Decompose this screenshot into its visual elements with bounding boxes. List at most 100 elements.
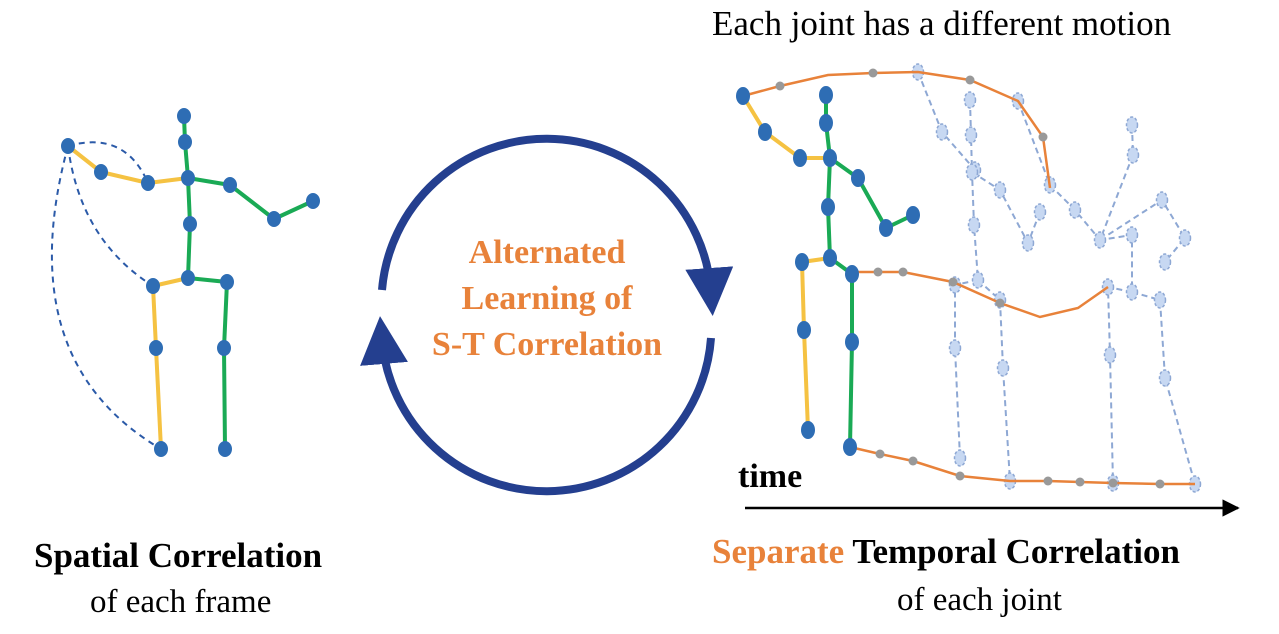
right-arm-bone [187,176,314,221]
ghost-bone [1017,100,1101,241]
temporal-caption-bold: Temporal Correlation [852,532,1180,571]
main-leg-yellow-bone [800,256,831,431]
ghost-joint [1068,201,1082,219]
joint-dot [823,249,837,267]
joint-dot [218,441,232,457]
center-label: Alternated Learning of S-T Correlation [392,230,702,368]
trajectory-point [948,277,958,287]
left-leg-bone [151,276,189,450]
joint-dot [181,170,195,186]
ghost-joint [1125,116,1139,134]
joint-dot [220,274,234,290]
temporal-skeleton [736,86,920,456]
joint-dot [801,421,815,439]
ghost-joint [1103,346,1117,364]
trajectory-point [965,75,975,85]
joint-dot [845,265,859,283]
joint-dot [823,149,837,167]
temporal-joints [736,86,920,456]
ghost-bone [954,279,979,459]
trajectory-point [955,471,965,481]
joint-dot [821,198,835,216]
ghost-joint [1021,234,1035,252]
ghost-joint [993,181,1007,199]
joint-dot [178,134,192,150]
ghost-joint [1033,203,1047,221]
spatial-caption-title: Spatial Correlation [34,536,323,575]
ghost-joint [1125,226,1139,244]
trajectory-point [898,267,908,277]
joint-dot [845,333,859,351]
dashed-link-hand-foot [51,145,162,450]
cycle-arrows [360,134,734,496]
joint-dot [177,108,191,124]
joint-dot [154,441,168,457]
trajectory-hand [742,70,1052,189]
trajectory-foot [849,445,1195,486]
ghost-bone [1099,198,1187,263]
ghost-joint [935,123,949,141]
main-leg-green-bone [828,256,854,448]
joint-dot [793,149,807,167]
joint-dot [141,175,155,191]
trajectory-point [908,456,918,466]
ghost-joint [965,163,979,181]
joint-trajectories [742,68,1195,489]
joint-dot [149,340,163,356]
joint-dot [223,177,237,193]
trajectory-points [775,68,1165,489]
trajectory-point [868,68,878,78]
ghost-joint [967,216,981,234]
ghost-joint [963,91,977,109]
ghost-joint [948,339,962,357]
ghost-joint [1093,231,1107,249]
joint-dot [61,138,75,154]
temporal-caption-title: Separate Temporal Correlation [712,532,1180,572]
trajectory-point [1038,132,1048,142]
ghost-bone [971,171,1041,246]
joint-dot [736,87,750,105]
joint-dot [819,86,833,104]
joint-dot [181,270,195,286]
spatial-joints [61,108,320,457]
cycle-arrow-top [378,134,734,316]
joint-dot [851,169,865,187]
ghost-joint [1178,229,1192,247]
joint-dot [94,164,108,180]
joint-dot [183,216,197,232]
trajectory-point [775,81,785,91]
ghost-joint [964,126,978,144]
time-label: time [738,458,803,495]
joint-dot [797,321,811,339]
ghost-skeleton [1011,92,1202,493]
ghost-bone [1131,291,1196,485]
left-arm-bone [66,144,189,185]
separate-highlight: Separate [712,532,845,571]
temporal-caption-sub: of each joint [897,582,1062,618]
trajectory-point [1155,479,1165,489]
ghost-bone [917,71,977,173]
ghost-joint [1125,283,1139,301]
joint-dot [306,193,320,209]
trajectory-point [1043,476,1053,486]
cycle-arrow-bottom [360,316,715,496]
ghost-joint [1158,369,1172,387]
joint-dot [217,340,231,356]
right-leg-bone [187,276,229,450]
joint-dot [795,253,809,271]
joint-dot [879,219,893,237]
ghost-skeletons [911,63,1202,493]
ghost-bone [1106,285,1133,484]
joint-dot [146,278,160,294]
center-label-line-1: Alternated [468,234,626,271]
ghost-joint [1158,253,1172,271]
ghost-bone [977,279,1011,482]
main-arm-green-bone [828,156,914,230]
joint-dot [843,438,857,456]
ghost-skeleton [911,63,1047,490]
center-label-line-3: S-T Correlation [431,326,663,363]
spatial-caption-sub: of each frame [90,584,272,620]
joint-dot [906,206,920,224]
